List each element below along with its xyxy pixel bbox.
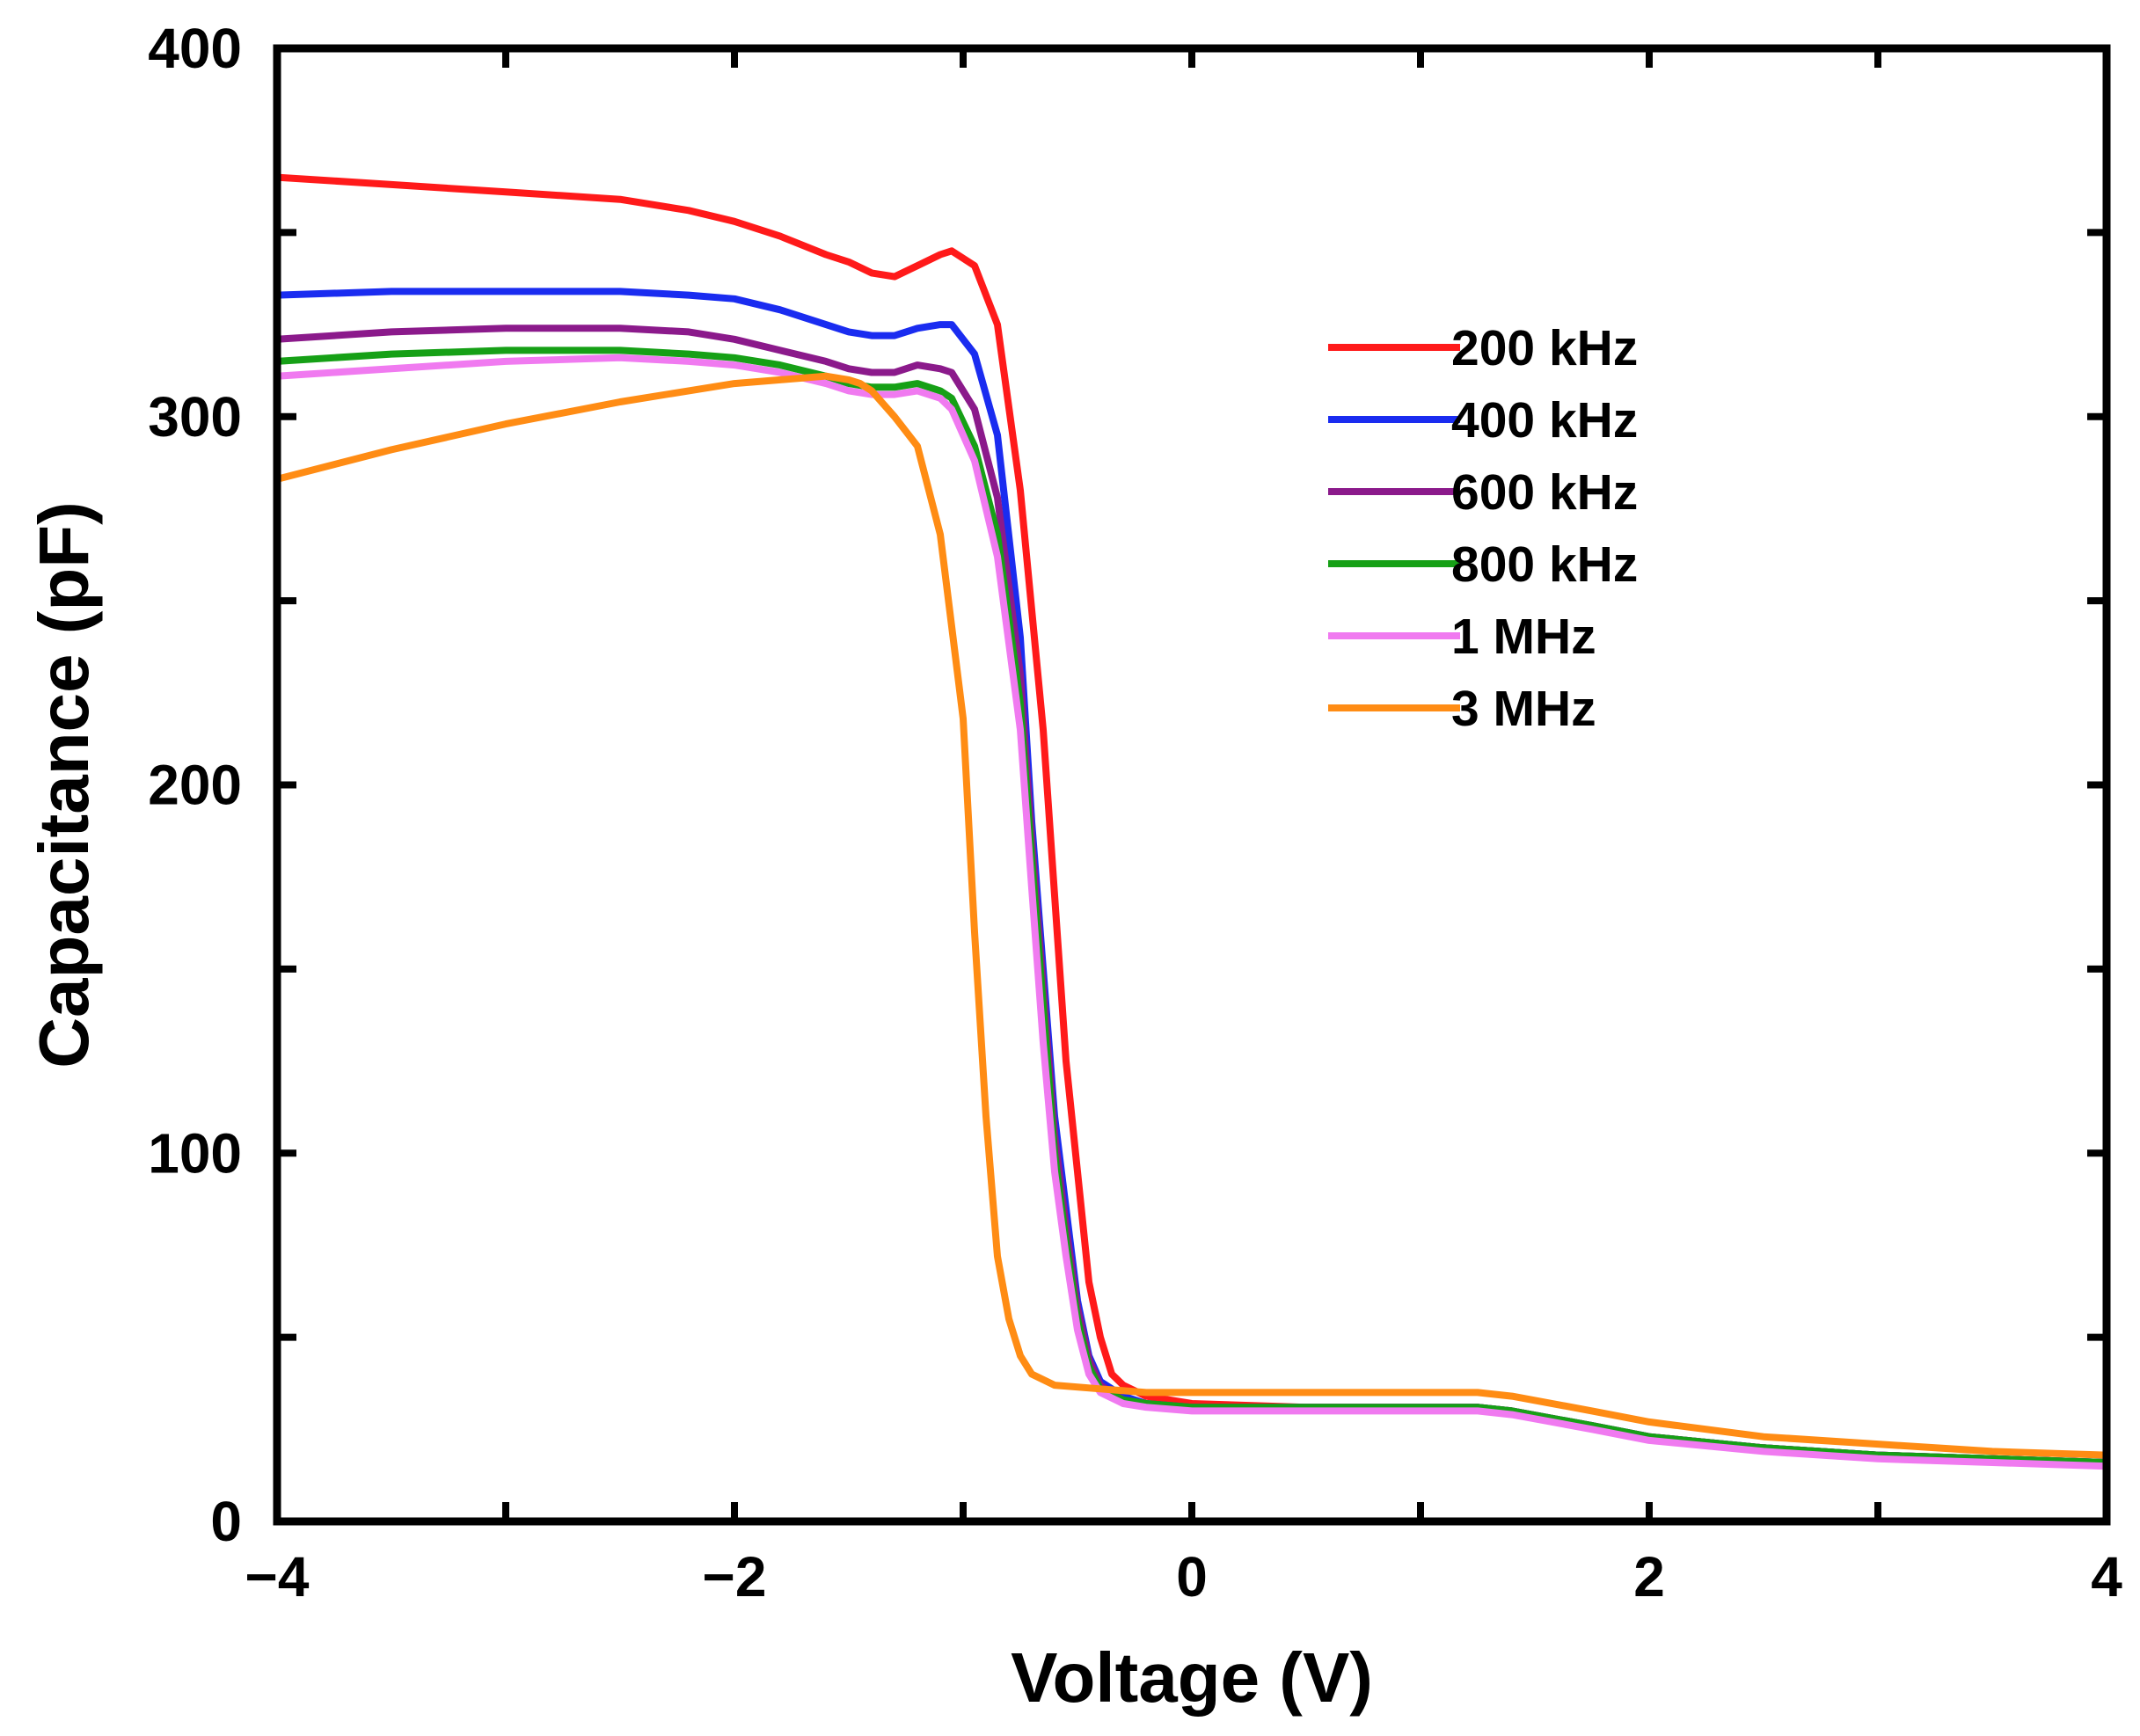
legend-label-1: 200 kHz bbox=[1451, 320, 1638, 376]
x-tick-label: 4 bbox=[2091, 1545, 2122, 1608]
series-layer bbox=[276, 173, 2107, 1470]
legend: 200 kHz 400 kHz 600 kHz 800 kHz 1 MHz 3 MHz bbox=[1328, 320, 1638, 737]
y-tick-label: 300 bbox=[148, 385, 242, 449]
series-line-2 bbox=[276, 288, 2107, 1466]
tick-label-layer: −4 −2 0 2 4 0 100 200 300 400 bbox=[148, 17, 2122, 1608]
plot-frame bbox=[273, 44, 2111, 1526]
x-tick-label: −2 bbox=[703, 1545, 767, 1608]
y-tick-label: 400 bbox=[148, 17, 242, 80]
legend-label-3: 600 kHz bbox=[1451, 464, 1638, 521]
x-tick-label: 2 bbox=[1633, 1545, 1665, 1608]
series-line-6 bbox=[276, 372, 2107, 1459]
tick-layer bbox=[274, 45, 2110, 1525]
y-tick-label: 100 bbox=[148, 1121, 242, 1185]
x-axis-title: Voltage (V) bbox=[1011, 1638, 1373, 1717]
y-tick-label: 200 bbox=[148, 754, 242, 817]
series-line-1 bbox=[276, 173, 2107, 1466]
y-axis-title: Capacitance (pF) bbox=[25, 501, 103, 1069]
legend-label-2: 400 kHz bbox=[1451, 392, 1638, 449]
series-line-5 bbox=[276, 354, 2107, 1470]
series-line-4 bbox=[276, 346, 2107, 1466]
legend-label-4: 800 kHz bbox=[1451, 536, 1638, 593]
x-tick-label: −4 bbox=[245, 1545, 310, 1608]
x-tick-label: 0 bbox=[1176, 1545, 1208, 1608]
legend-label-5: 1 MHz bbox=[1451, 609, 1596, 665]
y-tick-label: 0 bbox=[210, 1490, 242, 1553]
legend-label-6: 3 MHz bbox=[1451, 681, 1596, 737]
series-line-3 bbox=[276, 325, 2107, 1466]
